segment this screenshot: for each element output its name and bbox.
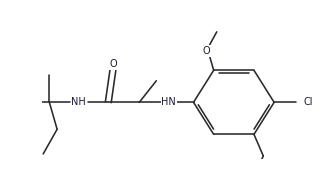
Text: O: O	[203, 46, 210, 56]
Text: HN: HN	[162, 97, 176, 107]
Text: NH: NH	[72, 97, 86, 107]
Text: Cl: Cl	[304, 97, 313, 107]
Text: O: O	[110, 59, 118, 69]
